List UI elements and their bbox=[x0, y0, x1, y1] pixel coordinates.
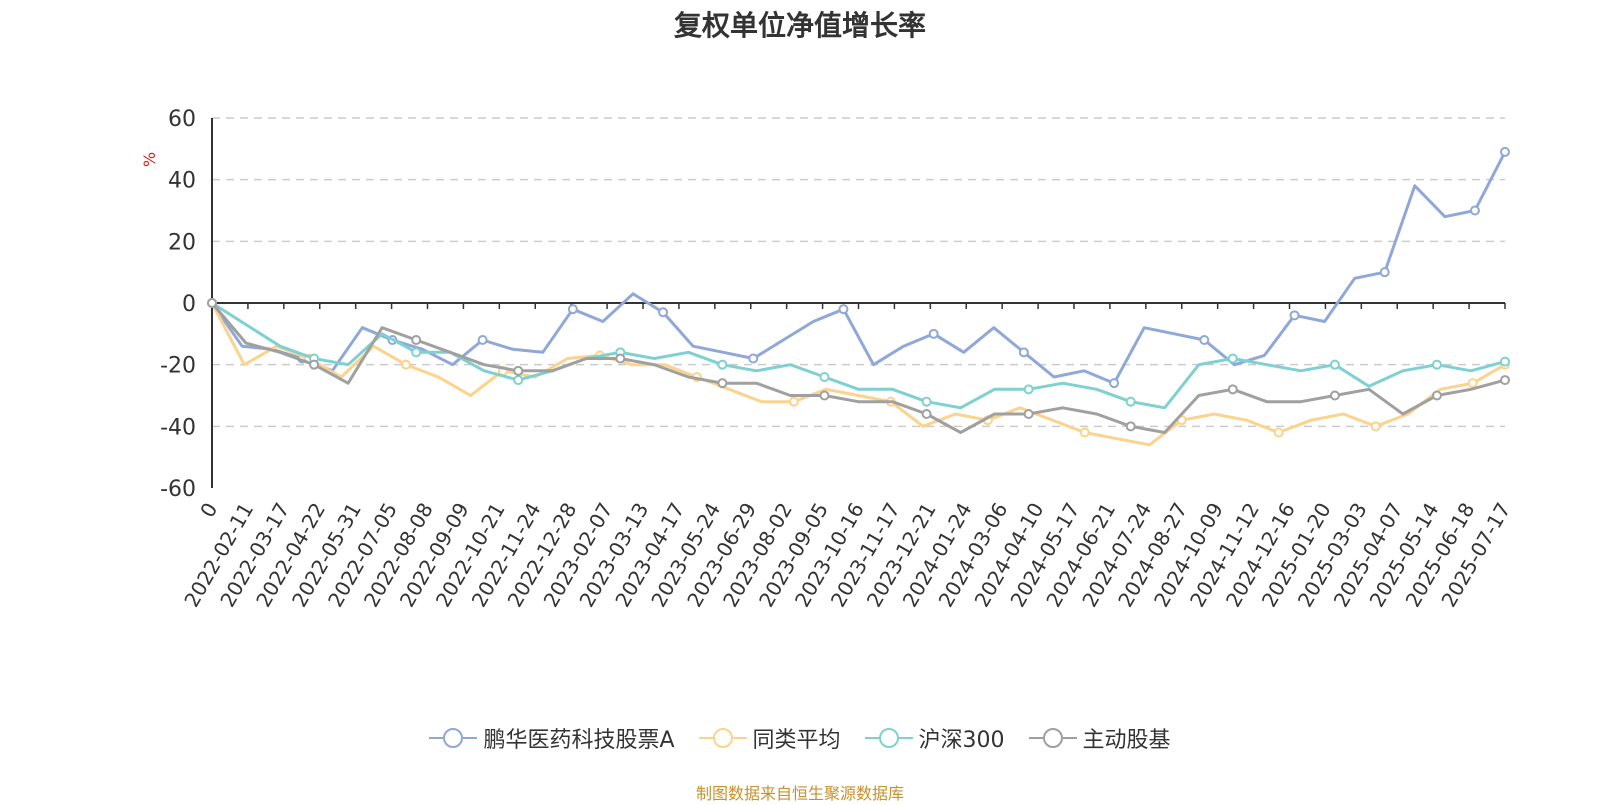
source-note: 制图数据来自恒生聚源数据库 bbox=[695, 784, 904, 803]
y-tick-label: 60 bbox=[168, 107, 196, 132]
series-point-2 bbox=[1431, 359, 1442, 370]
series-line-0 bbox=[210, 151, 1507, 385]
series-point-1 bbox=[788, 396, 799, 407]
series-point-0 bbox=[1199, 335, 1210, 345]
y-tick-label: 20 bbox=[168, 230, 196, 255]
y-tick-label: -60 bbox=[160, 477, 196, 502]
series-line-1 bbox=[210, 302, 1506, 447]
y-tick-label: 40 bbox=[168, 169, 196, 194]
series-point-0 bbox=[1500, 146, 1510, 157]
series-point-2 bbox=[513, 375, 524, 386]
series-point-0 bbox=[477, 335, 488, 345]
series-line-2 bbox=[211, 301, 1506, 410]
series-point-3 bbox=[615, 353, 626, 364]
legend-swatch bbox=[429, 728, 478, 748]
series-point-1 bbox=[1370, 421, 1381, 432]
series-point-3 bbox=[1500, 375, 1510, 386]
series-point-3 bbox=[921, 409, 932, 419]
series-point-1 bbox=[400, 359, 411, 370]
series-point-2 bbox=[717, 359, 728, 370]
series-point-3 bbox=[1329, 390, 1340, 401]
series-point-2 bbox=[1023, 384, 1034, 395]
y-tick-label: -40 bbox=[160, 415, 196, 440]
legend-label: 沪深300 bbox=[918, 728, 1005, 753]
series-point-3 bbox=[411, 335, 422, 345]
series-point-0 bbox=[1469, 205, 1480, 216]
series-point-0 bbox=[1379, 267, 1390, 278]
series-point-3 bbox=[717, 378, 728, 389]
series-point-0 bbox=[838, 304, 849, 315]
legend-swatch bbox=[698, 728, 747, 748]
series-point-1 bbox=[1273, 427, 1284, 438]
legend-swatch bbox=[864, 728, 913, 748]
series-point-2 bbox=[819, 372, 830, 382]
series-point-0 bbox=[658, 307, 669, 318]
series-point-3 bbox=[309, 359, 320, 370]
series-point-3 bbox=[1227, 384, 1238, 395]
series-point-1 bbox=[1079, 427, 1090, 438]
series-point-3 bbox=[1023, 409, 1034, 419]
series-point-2 bbox=[921, 396, 932, 407]
series-point-1 bbox=[1467, 378, 1478, 389]
legend-item[interactable]: 主动股基 bbox=[1028, 722, 1171, 754]
series-point-2 bbox=[411, 347, 422, 358]
series-point-2 bbox=[1227, 353, 1238, 364]
series-point-0 bbox=[748, 353, 759, 364]
legend-label: 主动股基 bbox=[1082, 728, 1171, 753]
legend-label: 同类平均 bbox=[752, 728, 841, 753]
series-point-3 bbox=[207, 298, 217, 308]
legend-item[interactable]: 同类平均 bbox=[698, 722, 841, 754]
series-point-0 bbox=[928, 328, 939, 339]
y-tick-label: 0 bbox=[182, 292, 196, 317]
series-point-2 bbox=[1125, 396, 1136, 407]
series-point-2 bbox=[1500, 356, 1510, 367]
series-point-2 bbox=[1329, 359, 1340, 370]
series-point-3 bbox=[513, 365, 524, 376]
legend: 鹏华医药科技股票A 同类平均 沪深300 主动股基 bbox=[0, 722, 1600, 754]
legend-item[interactable]: 鹏华医药科技股票A bbox=[429, 722, 675, 754]
series-point-0 bbox=[567, 304, 578, 315]
legend-item[interactable]: 沪深300 bbox=[864, 722, 1005, 754]
x-tick-label: 0 bbox=[195, 499, 222, 522]
series-point-0 bbox=[1289, 310, 1300, 321]
series-point-0 bbox=[1109, 378, 1120, 389]
series-point-3 bbox=[1431, 390, 1442, 401]
legend-swatch bbox=[1028, 728, 1077, 748]
series-point-3 bbox=[819, 390, 830, 401]
legend-label: 鹏华医药科技股票A bbox=[483, 728, 675, 753]
series-point-3 bbox=[1125, 421, 1136, 432]
series-line-3 bbox=[210, 302, 1506, 434]
y-tick-label: -20 bbox=[160, 354, 196, 379]
series-point-0 bbox=[1018, 347, 1029, 358]
chart-title: 复权单位净值增长率 bbox=[673, 9, 926, 42]
